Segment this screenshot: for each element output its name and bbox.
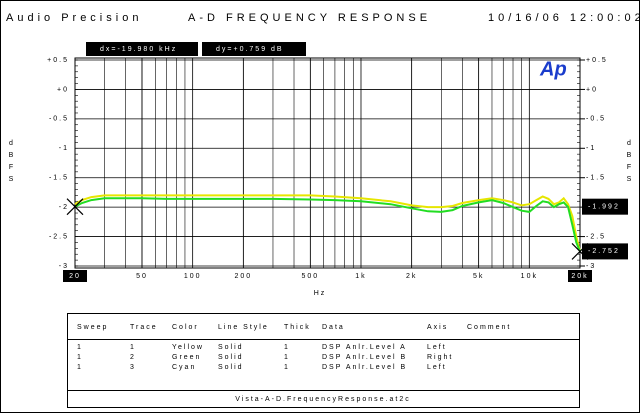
plot-area bbox=[74, 57, 581, 269]
y-tick-label: +0 bbox=[57, 86, 69, 93]
legend-cell: DSP Anlr.Level B bbox=[322, 364, 407, 371]
x-tick-label: 100 bbox=[184, 273, 202, 280]
legend-cell: Solid bbox=[218, 364, 244, 371]
dx-readout: dx=-19.980 kHz bbox=[100, 46, 177, 53]
x-tick-label: 50 bbox=[136, 273, 148, 280]
x-tick-label: 20k bbox=[571, 273, 588, 280]
legend-header: Sweep bbox=[77, 324, 108, 331]
y2-tick-label: -3 bbox=[586, 263, 596, 270]
legend-cell: 1 bbox=[130, 344, 136, 351]
logo: Ap bbox=[539, 58, 567, 80]
x-axis-label: Hz bbox=[314, 290, 327, 297]
y2-tick-label: -2.5 bbox=[586, 233, 606, 240]
legend-cell: Solid bbox=[218, 344, 244, 351]
cursor-value: -1.992 bbox=[588, 204, 620, 211]
legend-cell: DSP Anlr.Level B bbox=[322, 354, 407, 361]
legend-cell: 3 bbox=[130, 364, 136, 371]
x-tick-label: 1k bbox=[355, 273, 366, 280]
legend-box bbox=[67, 313, 580, 408]
chart-title: A-D FREQUENCY RESPONSE bbox=[188, 12, 431, 24]
legend-header: Axis bbox=[427, 324, 448, 331]
y-tick-label: -1 bbox=[59, 145, 69, 152]
legend-cell: 2 bbox=[130, 354, 136, 361]
cursor-value-box bbox=[582, 198, 628, 215]
legend-header: Data bbox=[322, 324, 345, 331]
legend-header: Trace bbox=[130, 324, 158, 331]
y-tick-label: -2.5 bbox=[49, 233, 69, 240]
legend-cell: Green bbox=[172, 354, 201, 361]
y-tick-label: -3 bbox=[59, 263, 69, 270]
x-tick-label: 20 bbox=[69, 273, 81, 280]
legend-header: Color bbox=[172, 324, 199, 331]
y2-tick-label: +0.5 bbox=[586, 57, 608, 64]
cursor-tick-box bbox=[63, 270, 87, 282]
readout-box bbox=[202, 42, 306, 56]
x-tick-label: 2k bbox=[406, 273, 417, 280]
x-tick-label: 10k bbox=[521, 273, 538, 280]
legend-header: Comment bbox=[467, 324, 511, 331]
legend-cell: 1 bbox=[77, 344, 83, 351]
legend-cell: Left bbox=[427, 344, 447, 351]
legend-cell: Solid bbox=[218, 354, 244, 361]
series-line bbox=[74, 197, 581, 252]
y2-tick-label: -0.5 bbox=[586, 116, 606, 123]
brand: Audio Precision bbox=[6, 12, 142, 24]
cursor-tick-box bbox=[568, 270, 592, 282]
legend-cell: 1 bbox=[284, 364, 290, 371]
legend-cell: Left bbox=[427, 364, 447, 371]
legend-cell: DSP Anlr.Level A bbox=[322, 344, 407, 351]
y-tick-label: +0.5 bbox=[47, 57, 69, 64]
date: 10/16/06 12:00:02 bbox=[488, 12, 640, 24]
cursor-marker bbox=[66, 198, 84, 216]
legend-header: Line Style bbox=[218, 324, 269, 331]
legend-cell: 1 bbox=[284, 344, 290, 351]
cursor-value: -2.752 bbox=[588, 248, 620, 255]
cursor-value-box bbox=[582, 243, 628, 260]
x-tick-label: 200 bbox=[234, 273, 252, 280]
x-tick-label: 5k bbox=[473, 273, 484, 280]
y2-tick-label: +0 bbox=[586, 86, 598, 93]
y-tick-label: -1.5 bbox=[49, 175, 69, 182]
legend-cell: Yellow bbox=[172, 344, 204, 351]
readout-box bbox=[86, 42, 198, 56]
legend-cell: 1 bbox=[77, 354, 83, 361]
legend-cell: 1 bbox=[77, 364, 83, 371]
legend-cell: Cyan bbox=[172, 364, 196, 371]
legend-cell: 1 bbox=[284, 354, 290, 361]
dy-readout: dy=+0.759 dB bbox=[216, 46, 284, 53]
y2-tick-label: -1.5 bbox=[586, 175, 606, 182]
series-line bbox=[74, 194, 581, 252]
legend-header: Thick bbox=[284, 324, 311, 331]
legend-footer: Vista-A-D.FrequencyResponse.at2c bbox=[235, 396, 411, 403]
y2-tick-label: -1 bbox=[586, 145, 596, 152]
y-tick-label: -0.5 bbox=[49, 116, 69, 123]
y-tick-label: -2 bbox=[59, 204, 69, 211]
legend-cell: Right bbox=[427, 354, 453, 361]
x-tick-label: 500 bbox=[301, 273, 319, 280]
